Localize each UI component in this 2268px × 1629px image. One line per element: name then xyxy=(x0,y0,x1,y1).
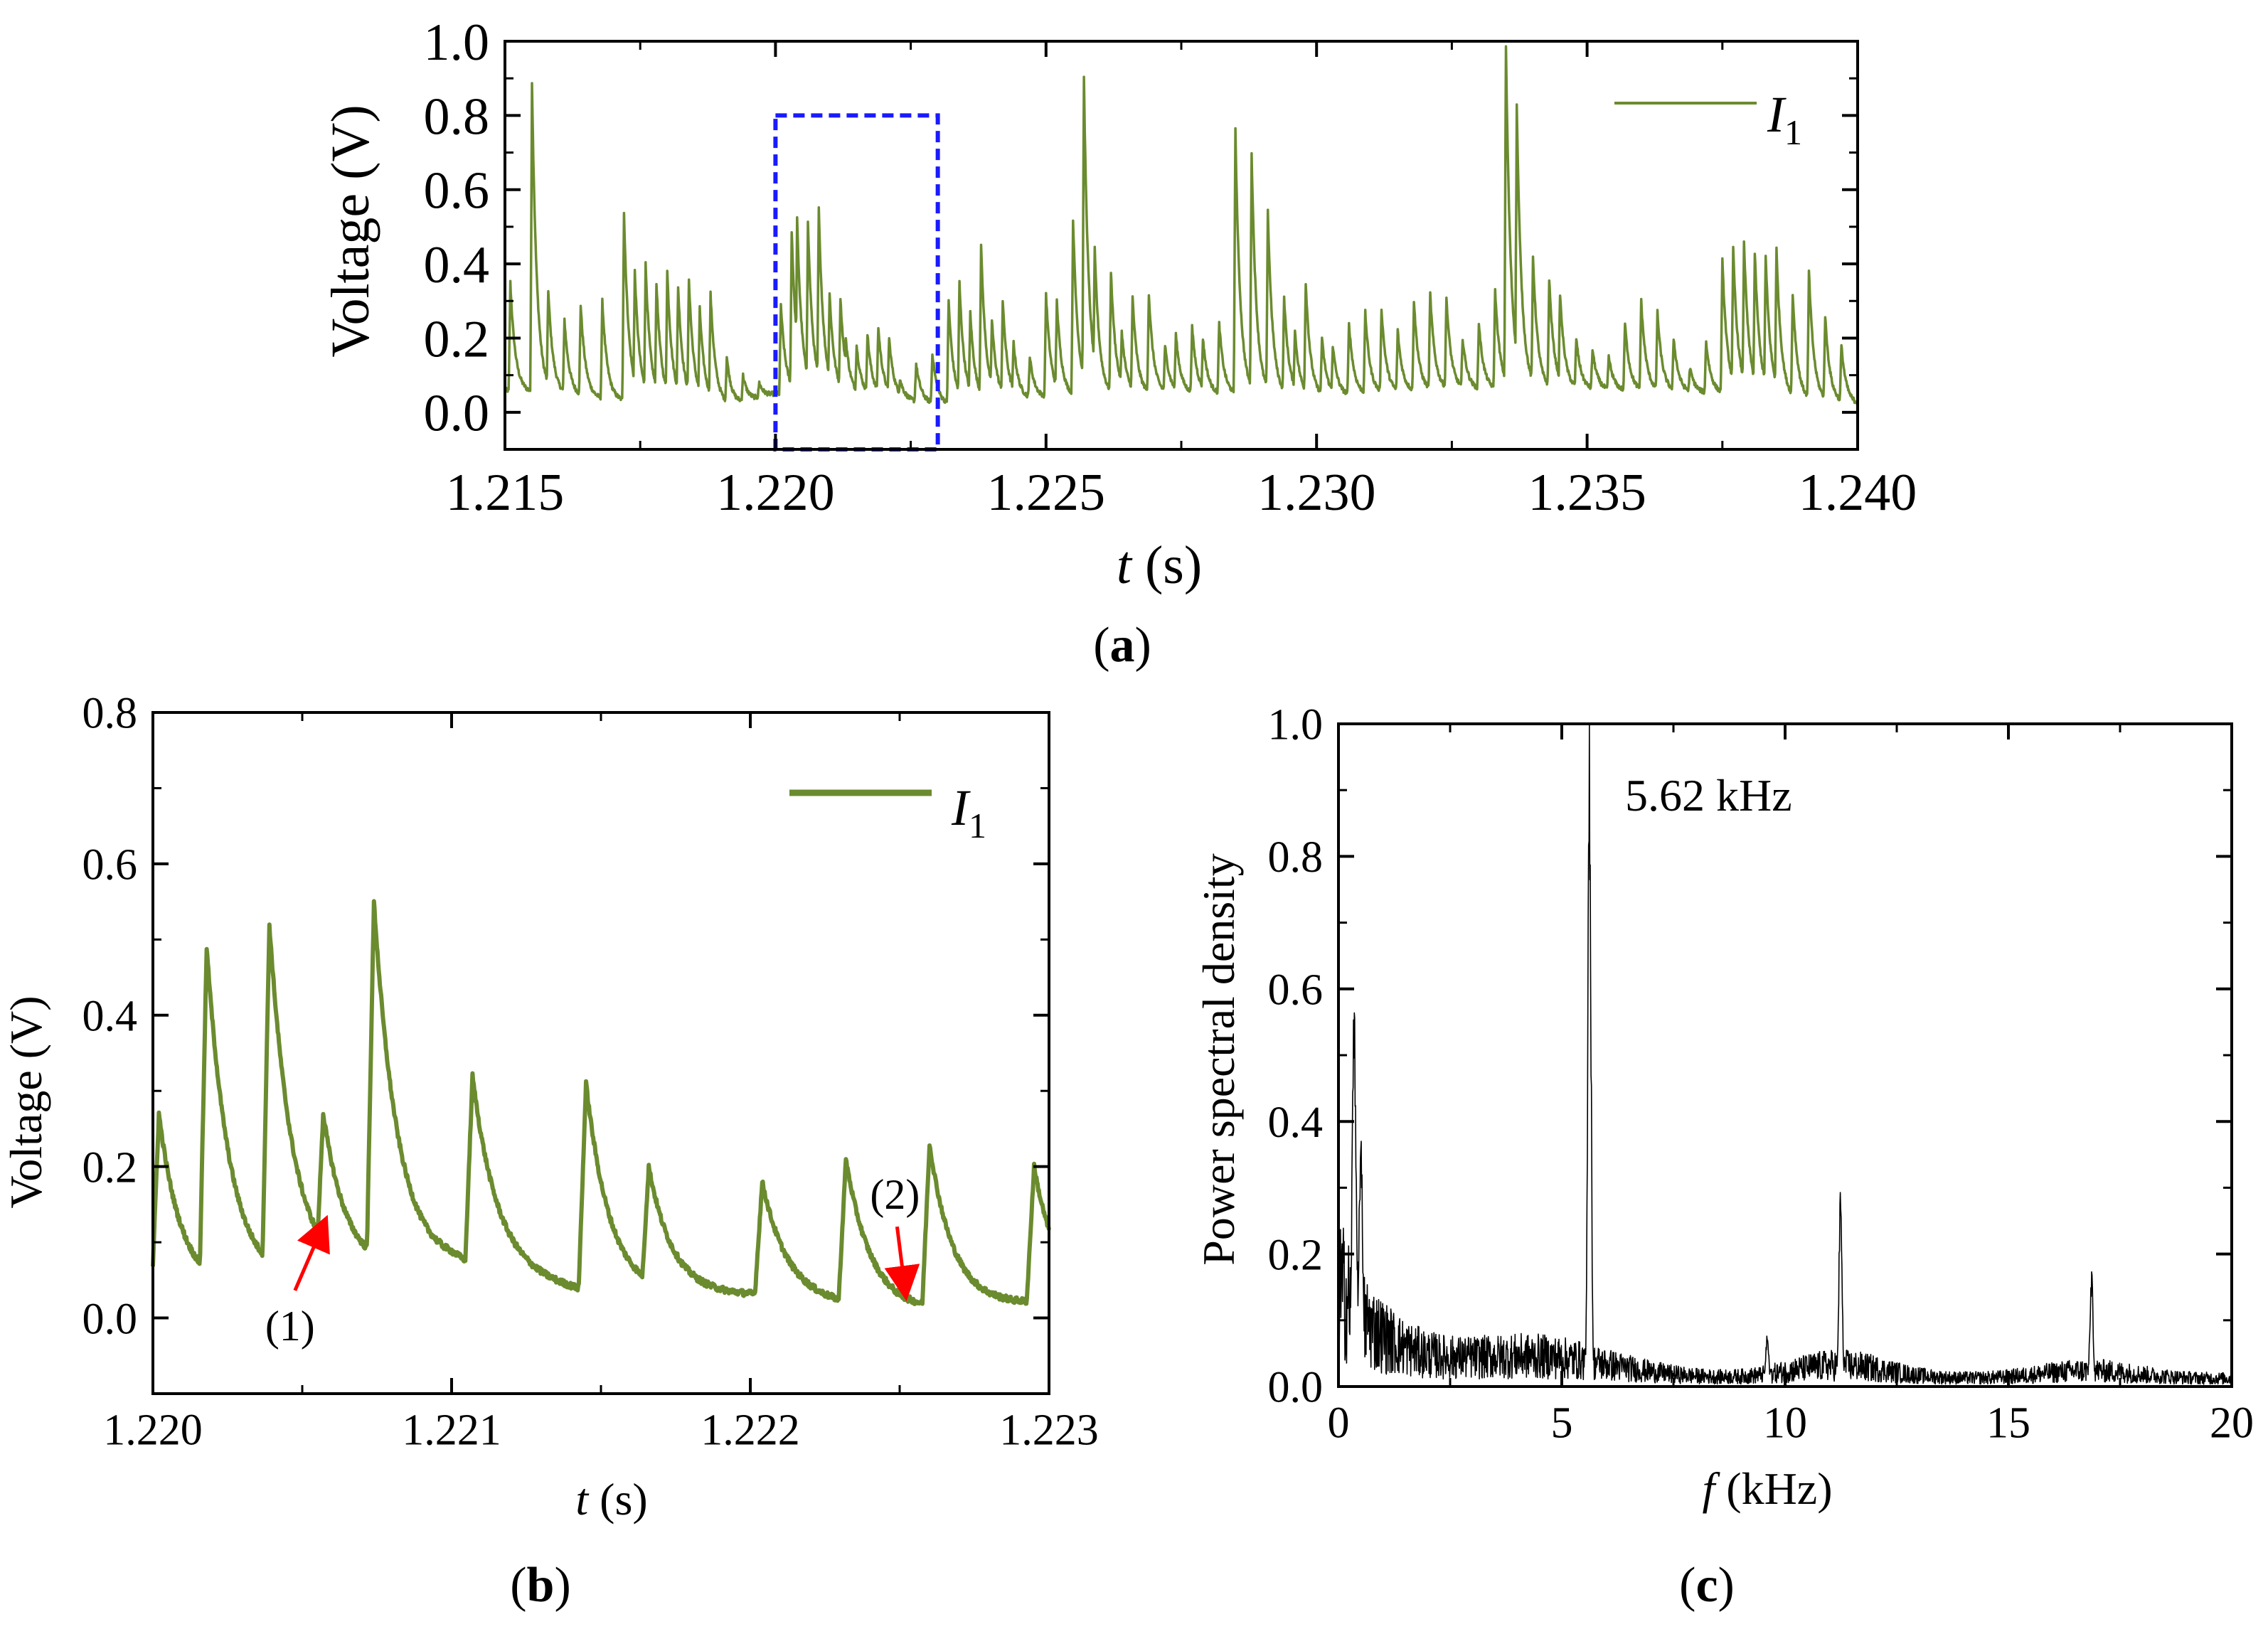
a-x-axis-label: t (s) xyxy=(1117,535,1202,595)
c-line-spectrum xyxy=(1338,723,2232,1385)
c-y-tick-label: 0.6 xyxy=(1268,966,1324,1015)
a-line-I1 xyxy=(504,45,1859,405)
b-x-tick-label: 1.222 xyxy=(701,1406,800,1454)
a-y-tick-label: 0.4 xyxy=(424,236,490,294)
a-y-tick-label: 0.2 xyxy=(424,310,490,368)
b-x-tick-label: 1.220 xyxy=(103,1406,203,1454)
a-y-axis-label: Voltage (V) xyxy=(321,105,380,357)
a-x-tick-label: 1.215 xyxy=(446,464,565,522)
c-y-axis-label: Power spectral density xyxy=(1193,853,1244,1265)
c-peak-label: 5.62 kHz xyxy=(1625,770,1792,821)
b-annotation-1: (1) xyxy=(265,1303,315,1350)
a-panel-label: (a) xyxy=(1093,618,1151,673)
b-x-tick-label: 1.223 xyxy=(999,1406,1099,1454)
c-y-tick-label: 1.0 xyxy=(1268,701,1324,749)
a-legend-label: I1 xyxy=(1767,86,1802,152)
a-x-tick-label: 1.230 xyxy=(1257,464,1376,522)
b-axis-ticks: 1.220 1.221 1.222 1.223 0.0 0.2 0.4 0.6 0.8 xyxy=(82,690,1099,1455)
c-y-tick-label: 0.2 xyxy=(1268,1231,1324,1279)
b-y-axis-label: Voltage (V) xyxy=(1,995,51,1208)
b-y-tick-label: 0.6 xyxy=(82,841,138,890)
c-x-tick-label: 20 xyxy=(2210,1399,2254,1447)
b-series-I1 xyxy=(151,899,1051,1306)
a-y-tick-label: 0.8 xyxy=(424,87,490,146)
b-legend: I1 xyxy=(789,779,986,845)
b-plot-frame xyxy=(151,711,1050,1395)
a-x-tick-label: 1.240 xyxy=(1799,464,1917,522)
b-arrow-1 xyxy=(293,1214,330,1291)
a-y-tick-label: 1.0 xyxy=(424,14,490,72)
a-x-tick-label: 1.235 xyxy=(1528,464,1646,522)
b-arrow-2 xyxy=(884,1226,920,1302)
c-x-tick-label: 10 xyxy=(1763,1399,1807,1447)
c-y-tick-label: 0.8 xyxy=(1268,833,1324,882)
a-x-tick-label: 1.220 xyxy=(716,464,835,522)
b-annotation-2: (2) xyxy=(870,1171,920,1218)
c-series-spectrum xyxy=(1338,723,2232,1385)
b-line-I1 xyxy=(151,899,1051,1306)
b-x-axis-label: t (s) xyxy=(575,1474,647,1524)
c-x-axis-label: f (kHz) xyxy=(1702,1463,1832,1514)
b-y-tick-label: 0.2 xyxy=(82,1143,138,1192)
c-x-tick-label: 5 xyxy=(1551,1399,1573,1447)
b-annotations: (1) (2) xyxy=(265,1171,920,1350)
b-panel-label: (b) xyxy=(510,1558,571,1613)
a-series-I1 xyxy=(504,45,1859,405)
panel-b: 1.220 1.221 1.222 1.223 0.0 0.2 0.4 0.6 0.8 I1 (… xyxy=(1,690,1099,1613)
b-legend-label: I1 xyxy=(951,779,986,845)
panel-a: 1.215 1.220 1.225 1.230 1.235 1.240 0.0 0.2 0.4 0… xyxy=(321,14,1917,673)
c-plot-frame xyxy=(1337,722,2233,1388)
c-y-tick-label: 0.0 xyxy=(1268,1364,1324,1412)
a-y-tick-label: 0.6 xyxy=(424,162,490,220)
c-axis-ticks: 0 5 10 15 20 0.0 0.2 0.4 0.6 0.8 1.0 xyxy=(1268,701,2254,1448)
a-axis-ticks: 1.215 1.220 1.225 1.230 1.235 1.240 0.0 0.2 0.4 0… xyxy=(424,14,1917,522)
b-y-tick-label: 0.4 xyxy=(82,992,138,1040)
panel-c: 0 5 10 15 20 0.0 0.2 0.4 0.6 0.8 1.0 5.62 kHz Powe… xyxy=(1193,701,2254,1613)
a-legend: I1 xyxy=(1614,86,1802,152)
c-x-tick-label: 0 xyxy=(1328,1399,1350,1447)
c-y-tick-label: 0.4 xyxy=(1268,1099,1324,1147)
c-panel-label: (c) xyxy=(1679,1558,1735,1613)
a-x-tick-label: 1.225 xyxy=(987,464,1106,522)
a-y-tick-label: 0.0 xyxy=(424,385,490,443)
b-y-tick-label: 0.8 xyxy=(82,690,138,738)
c-x-tick-label: 15 xyxy=(1986,1399,2030,1447)
b-x-tick-label: 1.221 xyxy=(402,1406,501,1454)
b-y-tick-label: 0.0 xyxy=(82,1295,138,1343)
